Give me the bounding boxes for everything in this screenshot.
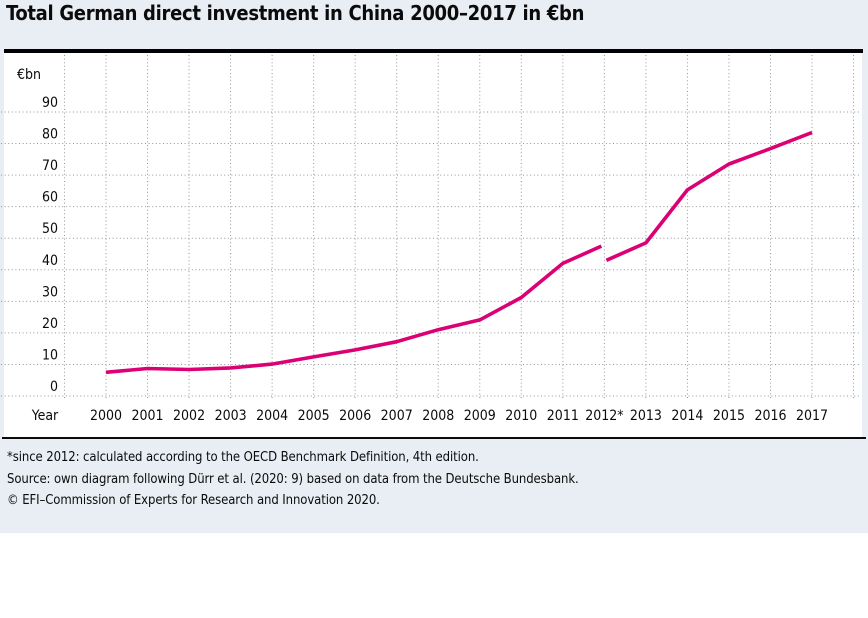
y-tick-label-20: 20 xyxy=(42,316,58,332)
x-tick-label-2008: 2008 xyxy=(422,408,454,424)
x-tick-label-2016: 2016 xyxy=(754,408,786,424)
x-tick-label-2009: 2009 xyxy=(464,408,496,424)
x-tick-label-2003: 2003 xyxy=(215,408,247,424)
y-tick-label-10: 10 xyxy=(42,347,58,363)
x-tick-label-2012: 2012* xyxy=(585,408,623,424)
x-tick-label-2015: 2015 xyxy=(713,408,745,424)
x-tick-label-2014: 2014 xyxy=(671,408,703,424)
plot-background xyxy=(4,53,862,437)
x-axis-label: Year xyxy=(31,408,59,424)
y-tick-label-60: 60 xyxy=(42,190,58,206)
y-tick-label-50: 50 xyxy=(42,221,58,237)
y-tick-label-80: 80 xyxy=(42,127,58,143)
page: Total German direct investment in China … xyxy=(0,0,868,533)
x-tick-label-2001: 2001 xyxy=(132,408,164,424)
y-tick-label-70: 70 xyxy=(42,158,58,174)
x-tick-label-2002: 2002 xyxy=(173,408,205,424)
y-tick-label-0: 0 xyxy=(50,379,58,395)
investment-series-line-1 xyxy=(105,244,603,375)
title-separator-rule xyxy=(4,49,863,53)
x-tick-label-2017: 2017 xyxy=(796,408,828,424)
footnote-definition: *since 2012: calculated according to the… xyxy=(7,450,479,465)
x-tick-label-2007: 2007 xyxy=(381,408,413,424)
y-tick-label-30: 30 xyxy=(42,284,58,300)
fdi-line-chart: 0 10 20 30 40 50 60 70 80 90 2000 2001 2002 2003 2004 2… xyxy=(1,53,862,437)
x-tick-label-2011: 2011 xyxy=(547,408,579,424)
y-tick-label-90: 90 xyxy=(42,95,58,111)
x-tick-label-2006: 2006 xyxy=(339,408,371,424)
y-tick-label-40: 40 xyxy=(42,253,58,269)
x-tick-label-2005: 2005 xyxy=(298,408,330,424)
footnote-copyright: © EFI–Commission of Experts for Research… xyxy=(7,493,380,508)
footnote-source: Source: own diagram following Dürr et al… xyxy=(7,471,579,487)
x-tick-label-2013: 2013 xyxy=(630,408,662,424)
x-tick-label-2000: 2000 xyxy=(90,408,122,424)
x-tick-label-2004: 2004 xyxy=(256,408,288,424)
x-tick-label-2010: 2010 xyxy=(505,408,537,424)
y-axis-unit-label: €bn xyxy=(17,67,41,83)
footnote-separator-rule xyxy=(2,437,866,439)
investment-series-line-2 xyxy=(605,130,813,262)
footnotes: *since 2012: calculated according to the… xyxy=(7,447,579,512)
figure-card: Total German direct investment in China … xyxy=(0,0,868,533)
chart-title: Total German direct investment in China … xyxy=(6,1,585,25)
